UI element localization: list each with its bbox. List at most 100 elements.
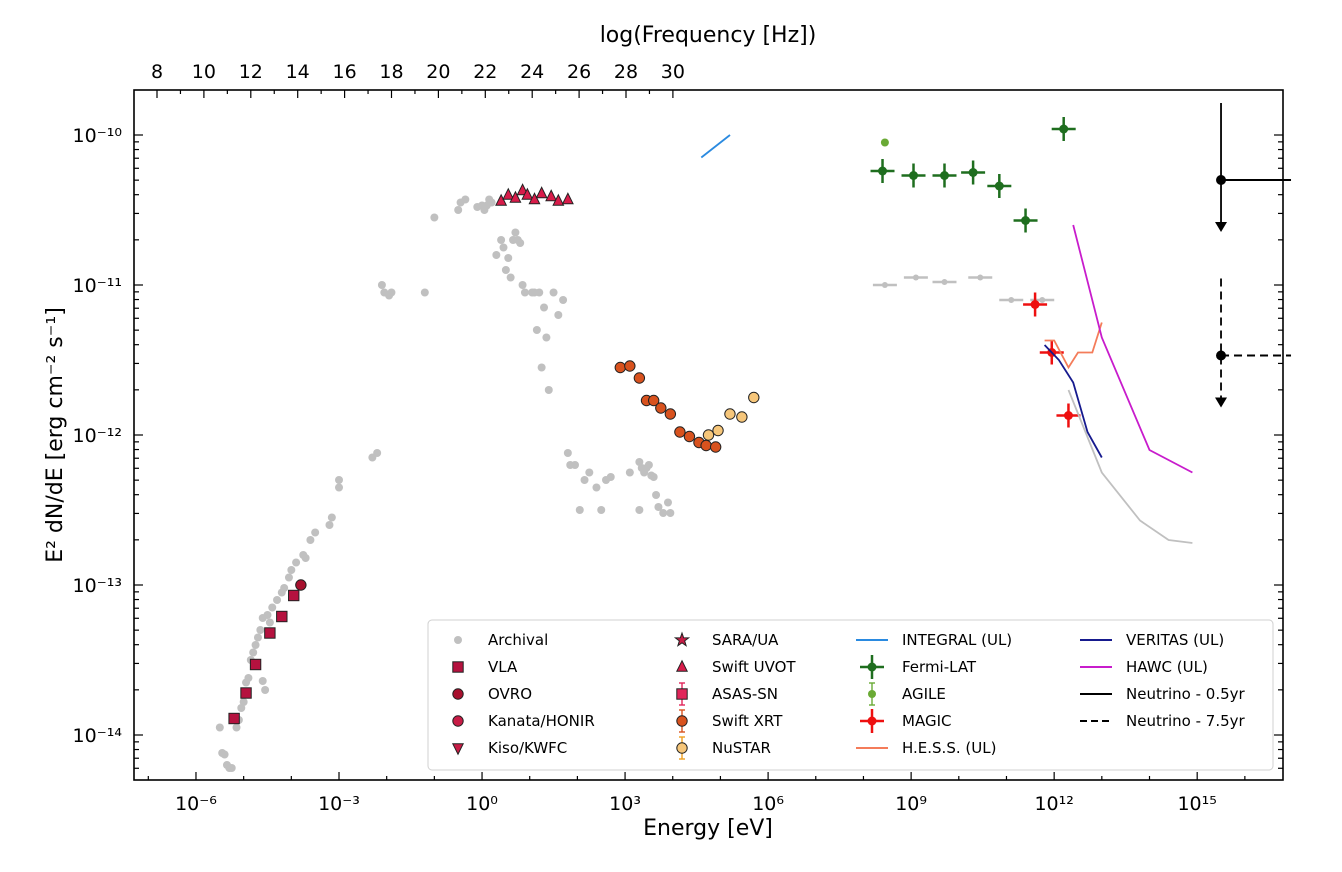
series-vla-point: [288, 589, 300, 602]
series-swift-xrt-point: [700, 439, 712, 452]
series-archival-point: [652, 491, 661, 499]
series-archival-vhe-line: [1067, 389, 1193, 544]
top-tick-label: 18: [379, 61, 403, 83]
legend-swatch-shape: [676, 715, 688, 727]
series-archival-point: [306, 536, 315, 544]
series-nustar-point: [748, 391, 760, 404]
top-tick-label: 26: [567, 61, 591, 83]
series-archival-gamma-point: [881, 282, 888, 288]
series-archival-point-shape: [554, 311, 563, 319]
top-axis: 8 10 12 14 16 18 20 22 24 26 28 30: [151, 61, 685, 98]
series-archival-gamma-point: [977, 274, 984, 281]
series-optical-point-shape: [495, 193, 508, 206]
series-swift-xrt-point-shape: [709, 441, 722, 453]
legend-item: Archival: [454, 631, 548, 649]
series-archival-point-shape: [227, 764, 236, 772]
series-archival-point: [635, 506, 644, 514]
legend-item: Swift UVOT: [675, 658, 796, 676]
legend-swatch: [860, 655, 884, 679]
legend-item: VLA: [452, 658, 518, 676]
series-archival-point-shape: [654, 503, 663, 511]
series-archival-point-shape: [454, 206, 463, 214]
y-tick-label: 10⁻¹⁰: [73, 125, 122, 147]
series-archival-point: [311, 528, 320, 537]
legend-swatch: [454, 636, 462, 644]
legend-swatch-shape: [867, 716, 877, 726]
series-archival-point-shape: [535, 288, 544, 297]
legend-label: Swift UVOT: [712, 658, 796, 676]
x-tick-label: 10⁶: [752, 793, 784, 815]
top-tick-label: 22: [473, 61, 497, 83]
series-archival-point-shape: [244, 674, 253, 682]
series-archival-point-shape: [253, 633, 262, 642]
legend-frame: [427, 619, 1274, 771]
series-archival-point-shape: [492, 251, 501, 259]
x-tick-label: 10⁰: [466, 793, 498, 815]
series-archival-vhe: [1067, 389, 1193, 544]
y-tick-label: 10⁻¹²: [73, 425, 122, 447]
legend-swatch: [675, 659, 689, 672]
series-optical-point: [545, 189, 558, 202]
series-optical-point-shape: [509, 190, 522, 203]
series-archival-point-shape: [287, 566, 296, 574]
series-archival-point: [497, 236, 506, 244]
legend-item: Fermi-LAT: [860, 655, 977, 679]
series-neutrino-0-5yr: [1215, 103, 1292, 232]
top-tick-label: 24: [520, 61, 544, 83]
series-nustar-point: [702, 429, 715, 441]
legend-item: Neutrino - 7.5yr: [1080, 712, 1246, 730]
series-archival-point: [335, 483, 344, 492]
series-veritas-ul-line: [1043, 344, 1103, 458]
series-archival-point: [430, 213, 439, 222]
series-archival-point-shape: [232, 723, 241, 732]
series-archival-point-shape: [635, 506, 644, 514]
series-archival-point: [549, 288, 558, 297]
series-archival-point-shape: [430, 213, 439, 222]
legend-label: Kanata/HONIR: [488, 712, 595, 730]
series-archival-point: [487, 198, 496, 207]
series-archival-gamma-point: [912, 274, 919, 281]
series-magic-point: [1056, 403, 1081, 428]
legend-swatch: [673, 631, 691, 647]
series-optical-point: [528, 192, 541, 205]
series-archival-point: [251, 641, 260, 649]
series-vla-point-shape: [228, 712, 240, 725]
legend-label: NuSTAR: [712, 739, 771, 757]
series-nustar-point: [724, 408, 736, 420]
series-archival-point: [263, 611, 272, 619]
series-archival-point-shape: [311, 528, 320, 537]
series-archival-point-shape: [325, 521, 334, 529]
series-archival-point: [253, 633, 262, 642]
series-optical: [495, 183, 574, 206]
series-archival-point-shape: [280, 584, 289, 592]
legend-label: ASAS-SN: [712, 685, 778, 703]
series-vla-point-shape: [240, 687, 252, 699]
series-archival-point-shape: [585, 468, 594, 477]
series-vla-point: [240, 687, 252, 699]
series-archival-point-shape: [518, 281, 527, 289]
legend-swatch-shape: [676, 688, 688, 700]
series-archival-point-shape: [420, 288, 429, 297]
series-archival-point: [644, 461, 653, 469]
series-archival-point: [327, 513, 336, 522]
legend-swatch-shape: [452, 715, 464, 727]
series-archival-point: [454, 206, 463, 214]
series-archival-point: [268, 603, 277, 612]
series-archival-point: [227, 764, 236, 772]
series-fermi-lat-point-shape: [939, 171, 949, 180]
series-optical-point: [509, 190, 522, 203]
legend-swatch: [452, 688, 464, 700]
series-ovro: [295, 579, 307, 591]
legend-swatch-shape: [452, 688, 464, 700]
series-fermi-lat-point: [961, 160, 986, 185]
series-nustar-point-shape: [702, 429, 715, 441]
series-archival-point: [256, 626, 265, 634]
series-optical-point: [495, 193, 508, 206]
series-archival-point-shape: [335, 483, 344, 492]
legend-item: HAWC (UL): [1080, 658, 1208, 676]
series-archival-point-shape: [251, 641, 260, 649]
series-archival-point: [249, 648, 258, 657]
series-nustar-point-shape: [736, 411, 748, 423]
series-archival-point: [239, 698, 248, 706]
legend-swatch-shape: [867, 662, 877, 672]
